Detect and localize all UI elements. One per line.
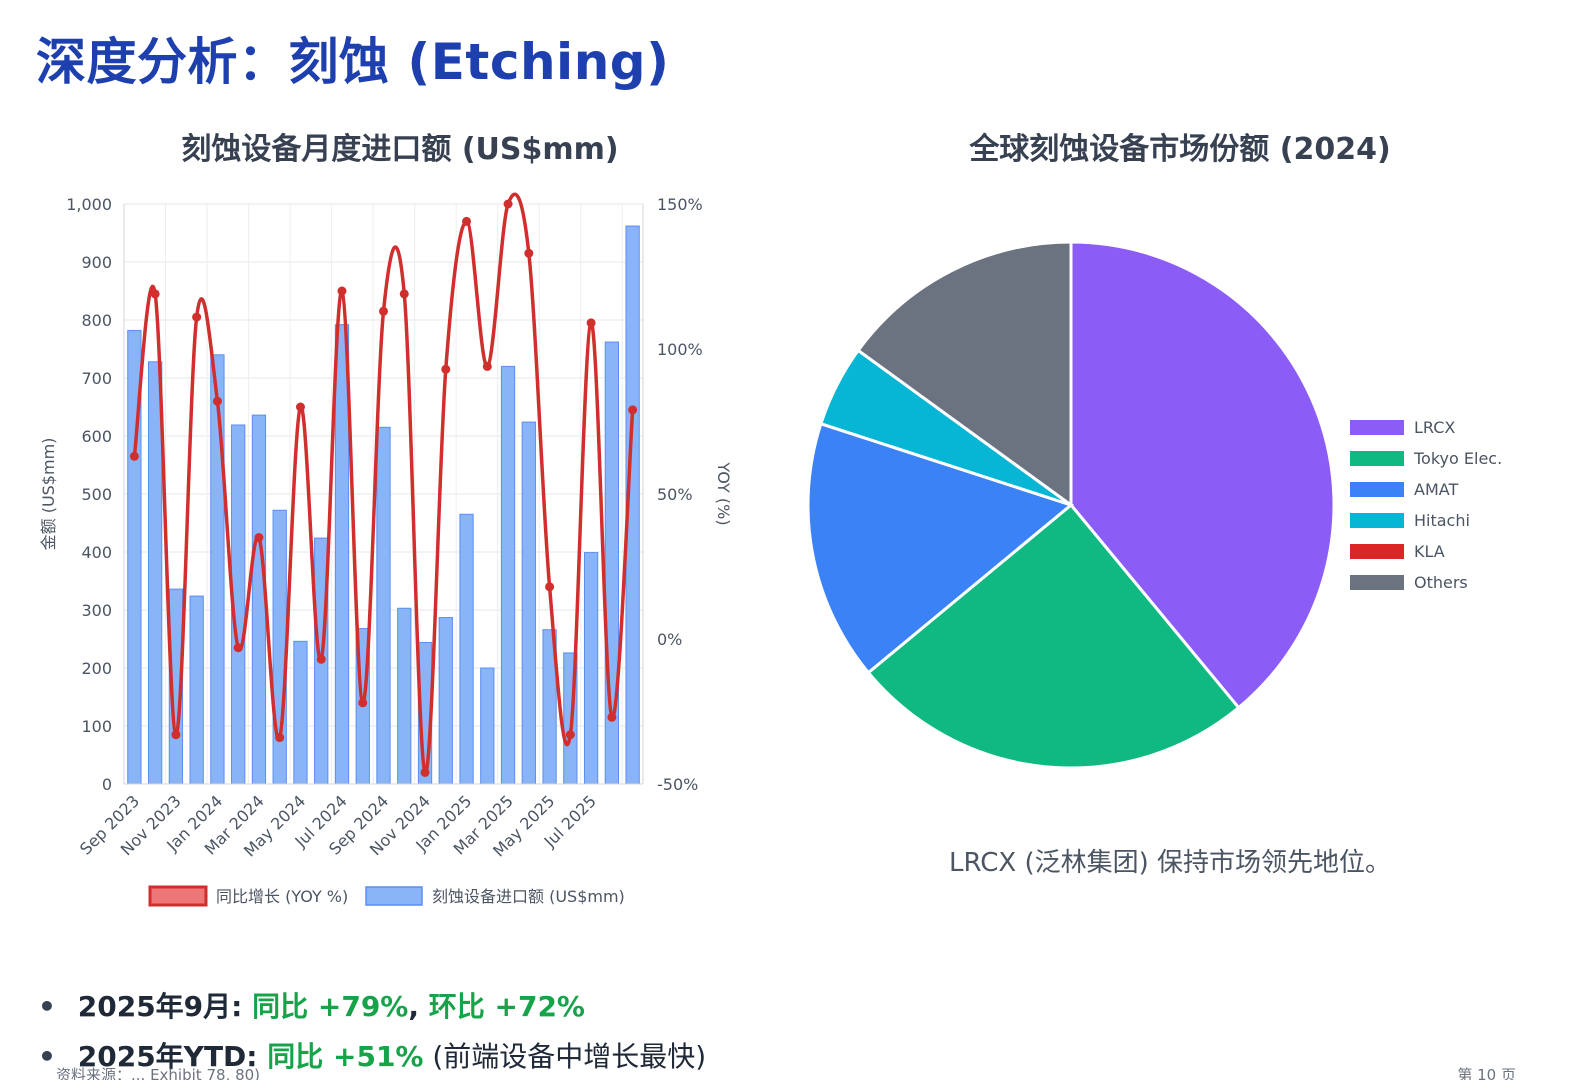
page-title: 深度分析：刻蚀 (Etching) [36,33,670,91]
bar-import [376,426,391,785]
pie-slice-others [856,240,1073,508]
y-left-tick-label: 700 [81,369,112,388]
point-yoy [358,698,368,708]
bar-import [272,509,287,785]
pie-slice-amat [806,421,1075,675]
footer-page-number: 第 10 页 [1457,1066,1516,1080]
legend-label: LRCX [1414,418,1455,437]
point-yoy [150,289,160,299]
point-yoy [212,396,222,406]
point-yoy [295,402,305,412]
point-yoy [628,405,638,415]
bar-import [334,324,350,785]
pie-slice-tokyo-elec- [866,502,1241,770]
y-left-tick-label: 200 [81,659,112,678]
y-left-tick-label: 300 [81,601,112,620]
legend-label: AMAT [1414,480,1458,499]
y-left-tick-label: 500 [81,485,112,504]
point-yoy [379,306,388,316]
pie-caption: LRCX (泛林集团) 保持市场领先地位。 [948,848,1392,878]
bullet-label: 2025年YTD: [77,1040,258,1073]
point-yoy [503,199,513,209]
bar-chart-title: 刻蚀设备月度进口额 (US$mm) [181,132,619,167]
bullet-mom: 环比 +72% [428,990,585,1023]
y-right-tick-label: -50% [657,775,698,794]
y-left-axis-title: 金额 (US$mm) [39,438,58,551]
point-yoy [482,361,492,371]
y-right-tick-label: 0% [657,630,682,649]
legend-swatch-yoy [148,885,208,907]
point-yoy [420,767,430,777]
y-left-tick-label: 800 [81,311,112,330]
y-right-tick-label: 150% [657,195,703,214]
bar-import [521,421,536,785]
bar-import [459,513,474,785]
bullet-ytd-2025: 2025年YTD: 同比 +51% (前端设备中增长最快) [38,1032,706,1082]
pie-slice-lrcx [1069,240,1336,710]
y-left-tick-label: 600 [81,427,112,446]
bar-import [480,667,495,785]
point-yoy [275,733,285,743]
legend-swatch [1350,451,1404,466]
bullet-ytd-yoy: 同比 +51% [267,1040,424,1073]
market-share-pie-chart: LRCX Tokyo Elec. AMAT Hitachi KLA Others [806,240,1502,770]
point-yoy [254,533,264,542]
point-yoy [586,318,596,328]
y-left-tick-label: 100 [81,717,112,736]
legend-label: Others [1414,573,1468,592]
point-yoy [565,730,575,740]
y-right-tick-label: 100% [657,340,703,359]
y-left-tick-label: 900 [81,253,112,272]
point-yoy [233,643,243,653]
legend-swatch [1350,482,1404,497]
bar-import [500,365,516,785]
footer: 资料来源：... Exhibit 78, 80) 第 10 页 [56,1064,1516,1080]
bullet-separator: , [408,990,429,1023]
bullet-yoy: 同比 +79% [252,990,409,1023]
y-left-tick-label: 400 [81,543,112,562]
legend-label: Hitachi [1414,511,1470,530]
point-yoy [337,286,347,296]
line-yoy [132,192,635,775]
legend-swatch [1350,544,1404,559]
legend-swatch [1350,513,1404,528]
point-yoy [192,312,202,322]
bar-import [438,617,453,785]
legend-swatch [1350,575,1404,590]
pie-chart-title: 全球刻蚀设备市场份额 (2024) [969,132,1391,167]
point-yoy [171,730,181,740]
point-yoy [607,712,617,722]
legend-label-import: 刻蚀设备进口额 (US$mm) [432,887,625,906]
bullet-note: (前端设备中增长最快) [423,1040,707,1073]
legend-swatch [1350,420,1404,435]
y-left-tick-label: 1,000 [66,195,112,214]
bar-import [147,361,163,785]
y-left-tick-label: 0 [102,775,112,794]
bullet-sep-2025: 2025年9月: 同比 +79%, 环比 +72% [38,982,706,1032]
point-yoy [441,364,451,374]
legend-swatch-import [365,886,423,906]
point-yoy [462,216,472,226]
y-right-tick-label: 50% [657,485,693,504]
point-yoy [316,654,326,664]
bar-import [189,595,204,785]
legend-label: KLA [1414,542,1445,561]
bar-import [583,552,599,785]
y-right-axis-title: YOY (%) [714,461,733,525]
import-bar-line-chart: 0 100 200 300 400 500 600 700 800 900 1,000 -50% 0% 5… [39,192,733,907]
bar-import [251,414,267,785]
point-yoy [399,289,409,299]
bar-import [397,607,412,785]
bullet-label: 2025年9月: [77,990,243,1023]
footer-source: 资料来源：... Exhibit 78, 80) [56,1066,261,1080]
bar-import [210,354,225,785]
legend-label: Tokyo Elec. [1413,449,1502,468]
legend-label-yoy: 同比增长 (YOY %) [216,887,348,906]
key-points-list: 2025年9月: 同比 +79%, 环比 +72% 2025年YTD: 同比 +… [38,982,706,1082]
point-yoy [524,248,534,258]
point-yoy [129,451,139,461]
bar-import [293,640,308,785]
point-yoy [545,582,555,592]
